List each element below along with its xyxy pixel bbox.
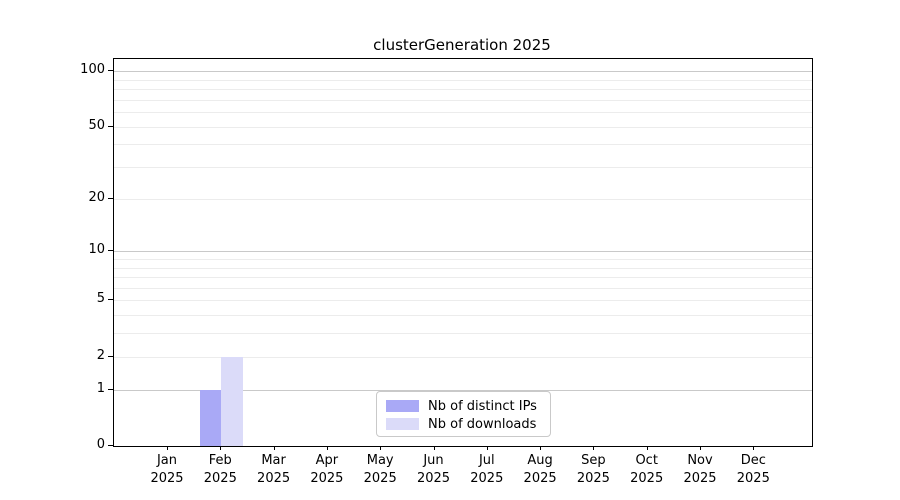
x-tick-mark: [593, 446, 595, 450]
x-tick-mark: [167, 446, 168, 450]
y-tick-mark: [108, 299, 113, 301]
x-tick-label: Oct 2025: [615, 452, 679, 487]
x-tick-label: Nov 2025: [668, 452, 732, 487]
x-tick-month: May: [366, 453, 394, 468]
x-tick-year: 2025: [416, 470, 451, 486]
x-tick-month: Jan: [156, 453, 178, 468]
x-tick-year: 2025: [203, 470, 237, 486]
gridline-minor: [114, 99, 812, 101]
y-tick-mark: [108, 70, 113, 71]
y-tick-label: 20: [88, 189, 105, 205]
y-tick-label: 1: [96, 380, 105, 396]
gridline-minor: [114, 315, 812, 317]
plot-area: [113, 58, 813, 447]
x-tick-mark: [486, 446, 488, 450]
x-tick-mark: [380, 446, 382, 450]
gridline-major: [114, 71, 812, 72]
x-tick-year: 2025: [736, 470, 770, 486]
x-tick-label: Jun 2025: [402, 452, 466, 487]
x-tick-label: Aug 2025: [508, 452, 572, 487]
y-tick-mark: [108, 355, 113, 357]
x-tick-label: Jan 2025: [135, 452, 199, 487]
x-tick-label: Sep 2025: [561, 452, 625, 487]
legend-swatch-distinct-ips: [386, 400, 419, 412]
x-tick-mark: [700, 446, 701, 450]
x-tick-year: 2025: [683, 470, 717, 486]
legend-label-downloads: Nb of downloads: [428, 416, 537, 432]
x-tick-mark: [753, 446, 755, 450]
gridline-minor: [114, 79, 812, 81]
x-tick-label: Dec 2025: [721, 452, 785, 487]
x-tick-month: Feb: [208, 453, 232, 468]
x-tick-mark: [433, 446, 435, 450]
gridline-minor: [114, 267, 812, 269]
y-tick-label: 10: [88, 242, 105, 258]
x-tick-mark: [220, 446, 222, 450]
gridline-minor: [114, 277, 812, 278]
legend-label-distinct-ips: Nb of distinct IPs: [428, 398, 537, 414]
chart-title: clusterGeneration 2025: [373, 36, 551, 54]
y-tick-label: 50: [88, 117, 105, 133]
gridline-minor: [114, 333, 812, 335]
gridline-major: [114, 389, 812, 391]
gridline-minor: [114, 167, 812, 168]
x-tick-month: Jun: [423, 453, 444, 468]
bar-downloads: [221, 356, 243, 446]
x-tick-year: 2025: [363, 470, 397, 486]
x-tick-label: Feb 2025: [188, 452, 252, 487]
x-tick-year: 2025: [523, 470, 557, 486]
bar-distinct-ips: [199, 389, 222, 446]
x-tick-month: Mar: [261, 453, 286, 468]
y-tick-mark: [108, 445, 113, 446]
gridline-minor: [114, 300, 812, 302]
gridline-major: [114, 251, 812, 253]
gridline-minor: [114, 88, 812, 90]
x-tick-mark: [646, 446, 648, 450]
x-tick-year: 2025: [257, 470, 291, 486]
x-tick-month: Sep: [581, 453, 606, 468]
gridline-minor: [114, 356, 812, 358]
gridline-minor: [114, 144, 812, 146]
gridline-minor: [114, 126, 812, 128]
gridline-minor: [114, 258, 812, 260]
y-tick-label: 2: [96, 347, 105, 363]
y-tick-label: 5: [96, 291, 105, 307]
x-tick-year: 2025: [310, 470, 344, 486]
gridline-minor: [114, 287, 812, 289]
y-tick-mark: [108, 197, 113, 199]
gridline-minor: [114, 198, 812, 200]
x-tick-label: Mar 2025: [242, 452, 306, 487]
y-tick-mark: [108, 125, 113, 127]
x-tick-year: 2025: [150, 470, 184, 486]
legend-item-downloads: Nb of downloads: [386, 415, 542, 433]
y-tick-mark: [108, 250, 113, 252]
y-tick-label: 0: [96, 437, 105, 452]
y-tick-mark: [108, 388, 113, 390]
x-tick-year: 2025: [576, 470, 610, 486]
x-tick-mark: [273, 446, 275, 450]
x-tick-year: 2025: [470, 470, 504, 486]
x-tick-month: Apr: [315, 453, 339, 468]
x-tick-mark: [540, 446, 542, 450]
x-tick-label: May 2025: [348, 452, 412, 487]
x-tick-label: Jul 2025: [455, 452, 519, 487]
x-tick-month: Oct: [635, 453, 658, 468]
x-tick-month: Jul: [478, 453, 495, 468]
x-tick-month: Nov: [687, 453, 713, 468]
x-tick-label: Apr 2025: [295, 452, 359, 487]
legend-item-distinct-ips: Nb of distinct IPs: [386, 397, 542, 415]
legend: Nb of distinct IPs Nb of downloads: [376, 391, 551, 437]
x-tick-month: Aug: [527, 453, 553, 468]
x-tick-mark: [326, 446, 328, 450]
x-tick-year: 2025: [630, 470, 664, 486]
legend-swatch-downloads: [386, 418, 419, 430]
gridline-minor: [114, 112, 812, 113]
y-tick-label: 100: [80, 62, 105, 77]
x-tick-month: Dec: [740, 453, 766, 468]
